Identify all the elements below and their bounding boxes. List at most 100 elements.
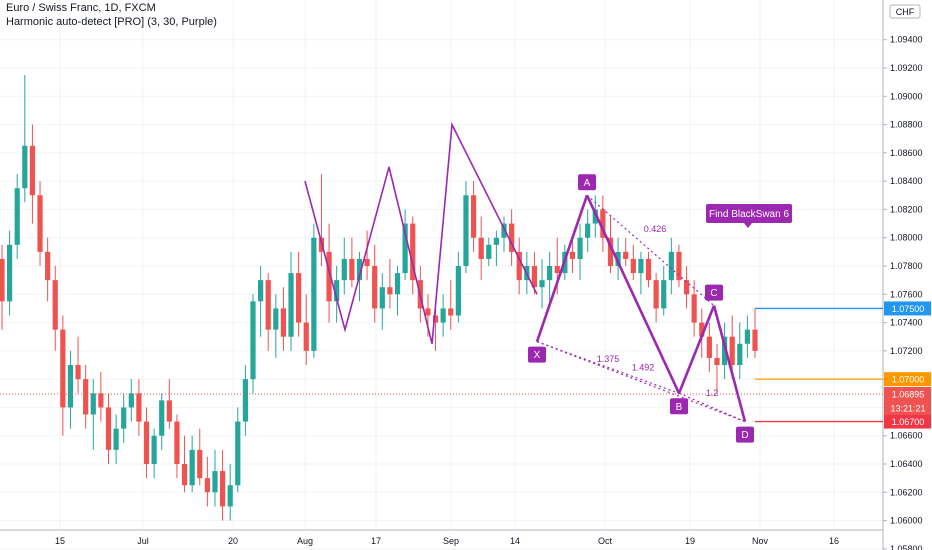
candle-body <box>600 209 606 238</box>
candle-body <box>394 273 401 295</box>
candle-body <box>402 223 408 274</box>
y-tick-label: 1.07200 <box>890 346 923 356</box>
y-tick-label: 1.06600 <box>890 431 923 441</box>
x-tick-label: 15 <box>55 536 65 546</box>
candle-body <box>737 343 743 366</box>
candle-body <box>463 195 469 267</box>
x-tick-label: Sep <box>443 536 459 546</box>
candle-body <box>341 258 347 281</box>
candle-body <box>174 421 180 465</box>
candle-body <box>493 237 499 245</box>
y-tick-label: 1.06400 <box>890 459 923 469</box>
y-tick-label: 1.07400 <box>890 318 923 328</box>
candle-body <box>60 329 66 408</box>
y-tick-label: 1.07800 <box>890 261 923 271</box>
chart-title: Euro / Swiss Franc, 1D, FXCM <box>6 2 156 14</box>
ratio-label: 0.426 <box>644 224 667 234</box>
harmonic-leg <box>677 305 716 394</box>
candle-body <box>349 258 355 281</box>
candle-body <box>440 308 446 323</box>
candle-body <box>212 471 218 493</box>
candle-body <box>356 258 363 281</box>
ratio-label: 1.375 <box>597 354 620 364</box>
candle-body <box>204 478 210 493</box>
candle-body <box>242 379 248 422</box>
candle-body <box>455 266 461 316</box>
candle-body <box>166 400 172 422</box>
annotation-text: Find BlackSwan 6 <box>709 209 789 220</box>
candle-body <box>326 251 332 302</box>
y-tick-label: 1.09000 <box>890 91 923 101</box>
point-label-b: B <box>676 402 683 413</box>
candle-body <box>0 258 5 302</box>
candle-body <box>235 421 241 486</box>
y-tick-label: 1.06000 <box>890 516 923 526</box>
candle-body <box>706 336 712 358</box>
candle-body <box>151 435 157 465</box>
candle-body <box>410 223 416 281</box>
y-tick-label: 1.08800 <box>890 120 923 130</box>
candle-body <box>273 308 279 330</box>
candle-body <box>265 280 271 330</box>
level-price-tag <box>884 414 931 429</box>
candle-body <box>638 258 644 274</box>
harmonic-ratio-line <box>586 194 715 307</box>
candle-body <box>75 365 81 380</box>
point-label-d: D <box>741 430 748 441</box>
candle-body <box>554 266 560 274</box>
candle-body <box>615 251 621 267</box>
harmonic-leg <box>585 194 681 394</box>
point-marker-d <box>736 426 754 443</box>
level-price-label: 1.06700 <box>892 417 925 427</box>
y-tick-label: 1.08600 <box>890 148 923 158</box>
candle-body <box>699 322 705 337</box>
candle-body <box>136 393 142 422</box>
candle-body <box>197 449 203 479</box>
candle-body <box>52 280 58 330</box>
level-price-label: 1.07000 <box>892 375 925 385</box>
candle-body <box>364 258 370 267</box>
candle-body <box>569 251 576 259</box>
candle-body <box>531 266 538 288</box>
y-tick-label: 1.08400 <box>890 176 923 186</box>
countdown-label: 13:21:21 <box>890 403 925 413</box>
candle-body <box>280 308 287 337</box>
candle-body <box>379 287 385 309</box>
candle-body <box>729 336 735 366</box>
candle-body <box>539 280 545 288</box>
x-tick-label: 19 <box>685 536 695 546</box>
candle-body <box>630 258 636 274</box>
candle-body <box>585 223 591 238</box>
y-tick-label: 1.09200 <box>890 63 923 73</box>
annotation-bubble <box>706 204 792 223</box>
candle-body <box>296 273 302 323</box>
candle-body <box>121 407 127 429</box>
point-marker-x <box>528 346 546 363</box>
candle-body <box>501 223 507 238</box>
candle-body <box>288 273 294 337</box>
candle-body <box>90 393 96 415</box>
candle-body <box>189 449 195 486</box>
harmonic-ratio-line <box>536 341 746 423</box>
point-marker-c <box>705 284 723 301</box>
candle-body <box>37 195 43 252</box>
candle-body <box>334 280 340 302</box>
point-label-x: X <box>534 350 541 361</box>
candle-body <box>143 421 150 465</box>
candle-body <box>128 393 134 408</box>
candle-body <box>303 322 309 351</box>
annotation-pointer <box>744 223 752 228</box>
candle-body <box>29 145 36 196</box>
candle-body <box>478 237 484 259</box>
y-tick-label: 1.09400 <box>890 35 923 45</box>
candle-body <box>645 258 652 281</box>
candle-body <box>45 251 51 281</box>
candle-body <box>181 464 188 486</box>
candle-body <box>752 329 758 351</box>
ratio-label: 1.492 <box>632 363 655 373</box>
currency-label: CHF <box>896 7 915 17</box>
x-tick-label: Oct <box>598 536 613 546</box>
level-price-label: 1.07500 <box>892 304 925 314</box>
candle-body <box>425 308 431 316</box>
